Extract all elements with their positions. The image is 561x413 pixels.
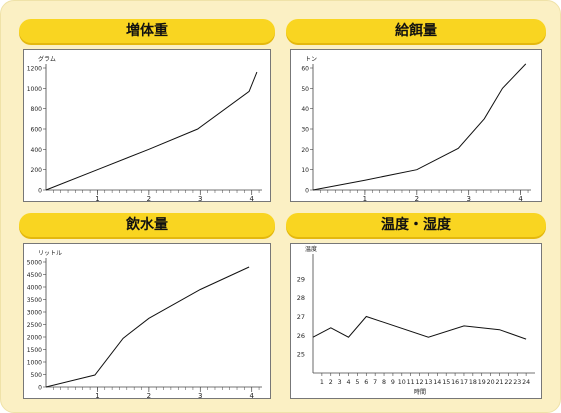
x-tick-label: 5 [355,379,359,386]
y-axis-label: トン [305,56,317,63]
x-tick-label: 2 [147,392,151,400]
x-tick-label: 1 [95,195,99,203]
water-intake-chart: リットル050010001500200025003000350040004500… [27,250,262,400]
y-tick-label: 60 [301,66,309,73]
x-tick-label: 8 [382,379,386,386]
chart-box: トン01020304050601234週 [290,49,542,203]
chart-box: グラム0200400600800100012001234週 [23,49,271,203]
x-tick-label: 7 [373,379,377,386]
x-tick-label: 3 [466,195,470,203]
y-tick-label: 1500 [27,347,42,354]
x-tick-label: 12 [416,379,424,386]
y-tick-label: 28 [297,294,305,302]
y-axis-label: 温度 [305,245,317,253]
chart-box: 温度 25 26 27 28 29 1 2 3 4 5 6 7 8 9 10 11 12 13 14 15 16 17 18 1… [290,243,542,399]
y-tick-label: 30 [301,127,309,134]
x-tick-label: 3 [198,195,202,203]
y-tick-label: 1000 [27,360,42,367]
panel-title: 増体重 [19,19,275,43]
panel-weight-gain: 増体重 グラム0200400600800100012001234週 [19,19,275,203]
panel-title: 給餌量 [286,19,546,43]
feed-amount-chart: トン01020304050601234週 [301,56,531,203]
x-tick-label: 18 [469,379,477,386]
y-tick-label: 2000 [27,335,42,342]
x-tick-label: 3 [198,392,202,400]
x-tick-label: 2 [329,379,333,386]
x-tick-label: 17 [460,379,468,386]
x-tick-label: 13 [424,379,432,386]
data-line [45,266,250,388]
panel-temperature-humidity: 温度・湿度 温度 25 26 27 28 29 1 2 3 4 5 6 7 8 9 10 11 12 13 14 15 1… [286,213,546,399]
y-tick-label: 800 [31,106,43,113]
y-tick-label: 400 [31,147,43,154]
y-tick-label: 2500 [27,322,42,329]
panel-title: 飲水量 [19,213,275,237]
panel-water-intake: 飲水量 リットル 0 500 1000 1500 2000 2500 3000 3500 4000… [19,213,275,400]
x-tick-label: 24 [522,379,530,386]
data-line [45,71,258,191]
y-tick-label: 1200 [27,66,42,73]
x-tick-label: 21 [495,379,503,386]
y-tick-label: 27 [297,313,305,321]
chart-box: リットル 0 500 1000 1500 2000 2500 3000 3500 4000 4500… [23,243,271,400]
y-tick-label: 1000 [27,86,42,93]
x-tick-label: 1 [320,379,324,386]
x-tick-label: 15 [442,379,450,386]
y-tick-label: 200 [31,167,43,174]
x-tick-label: 23 [513,379,521,386]
x-tick-label: 1 [95,392,99,400]
y-tick-label: 10 [301,167,309,174]
y-tick-label: 20 [301,147,309,154]
panel-title: 温度・湿度 [286,213,546,237]
x-tick-label: 22 [504,379,512,386]
y-tick-label: 5000 [27,260,42,267]
y-tick-label: 3000 [27,310,42,317]
x-tick-label: 16 [451,379,459,386]
y-tick-label: 50 [301,86,309,93]
y-tick-label: 26 [297,332,305,340]
x-tick-label: 9 [391,379,395,386]
y-tick-label: 40 [301,106,309,113]
x-tick-label: 14 [433,379,441,386]
weight-gain-chart: グラム0200400600800100012001234週 [27,55,262,203]
x-tick-label: 6 [364,379,368,386]
x-tick-label: 20 [487,379,495,386]
y-tick-label: 3500 [27,297,42,304]
data-line [312,315,527,340]
x-tick-label: 4 [249,195,254,203]
y-tick-label: 600 [31,127,43,134]
y-tick-label: 500 [31,372,43,379]
y-tick-label: 25 [297,351,305,359]
x-axis-label: 時間 [414,388,426,396]
y-tick-label: 4000 [27,285,42,292]
y-tick-label: 4500 [27,272,42,279]
y-tick-label: 0 [38,385,42,392]
x-tick-label: 4 [249,392,254,400]
x-tick-label: 1 [363,195,367,203]
x-tick-label: 2 [147,195,151,203]
y-tick-label: 0 [38,188,42,195]
x-tick-label: 4 [518,195,523,203]
x-tick-label: 11 [407,379,415,386]
y-axis-label: リットル [38,250,62,257]
y-tick-label: 29 [297,275,305,283]
x-tick-label: 19 [478,379,486,386]
data-line [312,63,527,191]
panel-feed-amount: 給餌量 トン01020304050601234週 [286,19,546,203]
x-tick-label: 4 [347,379,351,386]
y-axis-label: グラム [38,55,56,63]
x-tick-label: 10 [398,379,406,386]
y-tick-label: 0 [305,188,309,195]
x-tick-label: 3 [338,379,342,386]
x-tick-label: 2 [415,195,419,203]
